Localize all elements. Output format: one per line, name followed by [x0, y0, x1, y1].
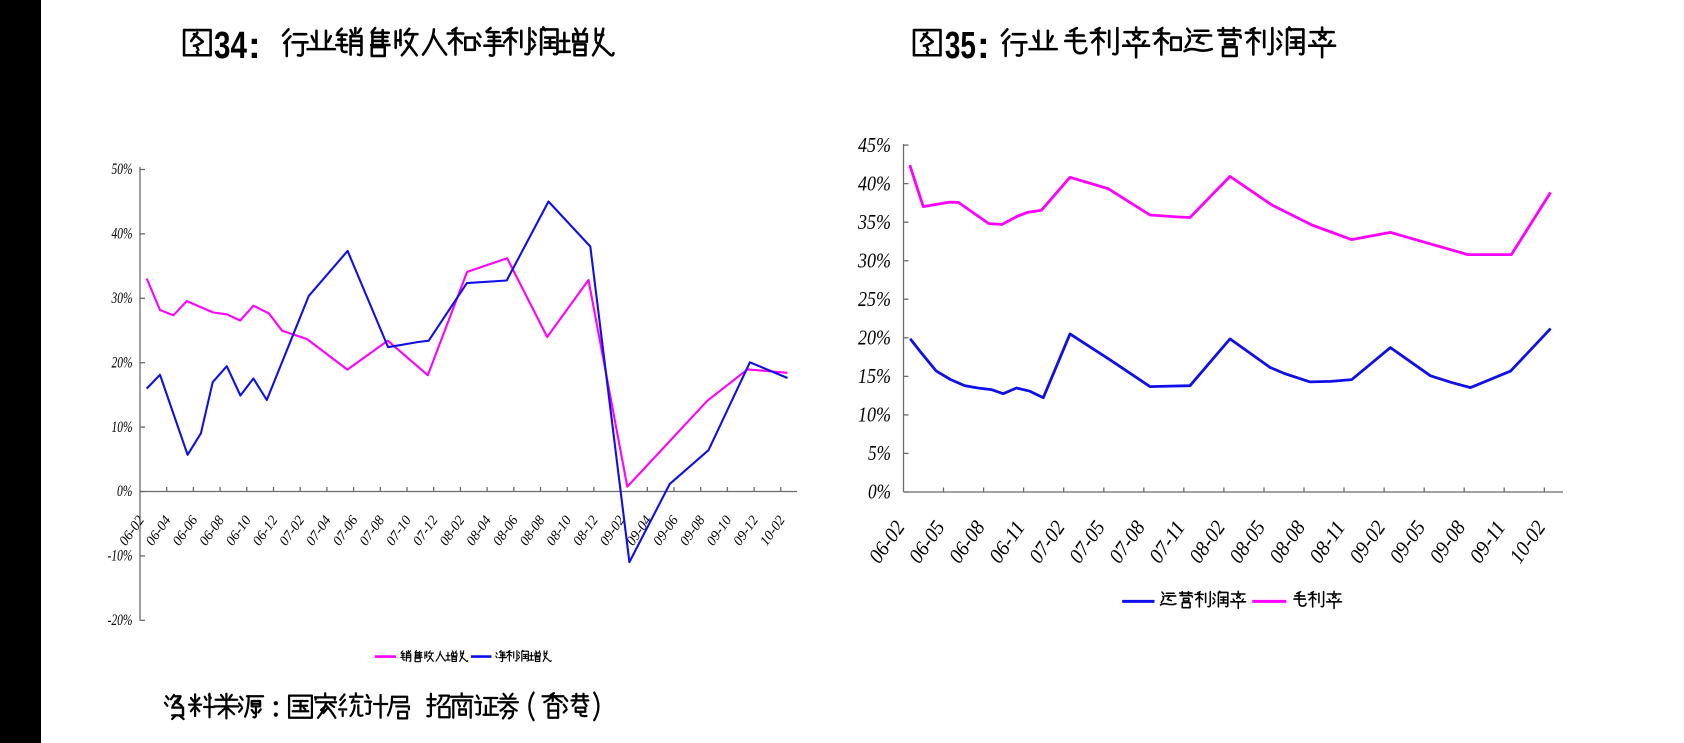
svg-text:10%: 10%: [112, 419, 133, 436]
svg-text::: :: [248, 25, 261, 67]
svg-text:0%: 0%: [117, 483, 133, 500]
svg-text:25%: 25%: [858, 287, 891, 311]
svg-text:30%: 30%: [857, 248, 891, 272]
svg-text:40%: 40%: [858, 171, 891, 195]
svg-text:50%: 50%: [112, 161, 133, 178]
svg-text:15%: 15%: [858, 364, 891, 388]
svg-text:35%: 35%: [857, 210, 891, 234]
svg-text:-10%: -10%: [108, 548, 133, 565]
svg-text:10%: 10%: [858, 403, 891, 427]
svg-text:0%: 0%: [868, 480, 891, 504]
svg-text:45%: 45%: [858, 133, 891, 157]
svg-text::: :: [977, 25, 990, 67]
svg-text:35: 35: [945, 25, 976, 67]
svg-text:30%: 30%: [111, 290, 133, 307]
svg-text:-20%: -20%: [108, 612, 133, 629]
svg-text:34: 34: [214, 25, 247, 67]
svg-text:5%: 5%: [868, 441, 891, 465]
svg-text:20%: 20%: [112, 354, 133, 371]
svg-text:40%: 40%: [112, 226, 133, 243]
svg-text:20%: 20%: [858, 326, 891, 350]
